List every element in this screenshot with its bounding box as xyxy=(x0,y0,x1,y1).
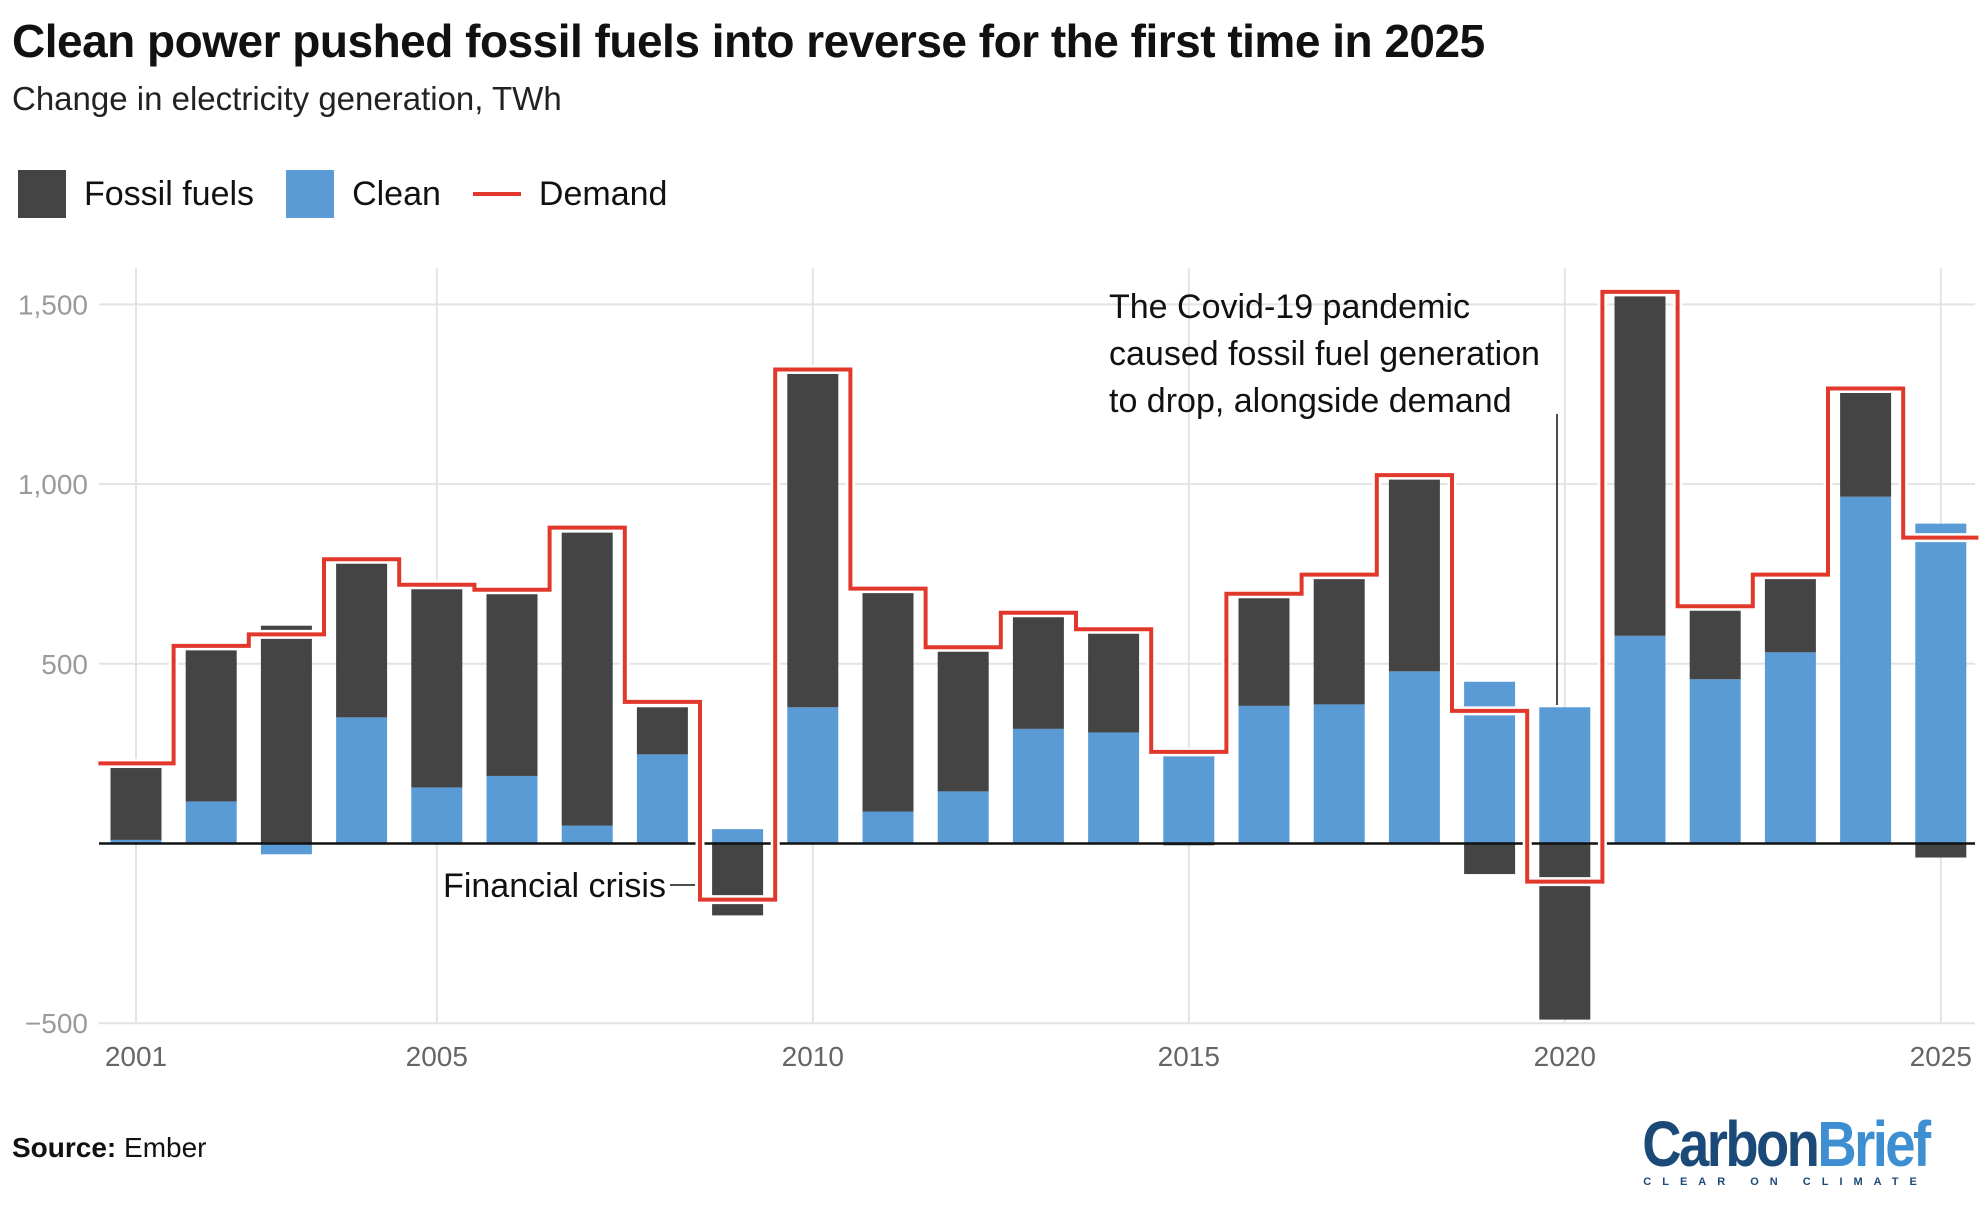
y-tick-label: 1,000 xyxy=(18,469,88,500)
legend-label-clean: Clean xyxy=(352,174,441,213)
logo-part2: Brief xyxy=(1817,1108,1932,1180)
fossil-bar xyxy=(1388,479,1440,672)
clean-bar xyxy=(260,843,312,855)
fossil-bar xyxy=(1915,843,1967,858)
clean-bar xyxy=(561,825,613,844)
logo-tagline: CLEAR ON CLIMATE xyxy=(1643,1176,1928,1188)
clean-bar xyxy=(1388,671,1440,844)
fossil-bar xyxy=(937,651,989,792)
chart-title: Clean power pushed fossil fuels into rev… xyxy=(12,15,1485,67)
x-tick-label: 2005 xyxy=(406,1041,468,1072)
clean-bar xyxy=(937,791,989,844)
fossil-bar xyxy=(636,707,688,755)
annotation-financial-crisis: Financial crisis xyxy=(443,867,666,905)
fossil-bar xyxy=(1012,616,1064,729)
x-tick-label: 2025 xyxy=(1910,1041,1972,1072)
logo-part1: Carbon xyxy=(1642,1108,1820,1180)
clean-bar xyxy=(185,801,237,844)
fossil-bar xyxy=(486,593,538,776)
carbonbrief-logo: CarbonBrief CLEAR ON CLIMATE xyxy=(1617,1112,1954,1188)
y-tick-label: 500 xyxy=(41,649,88,680)
clean-bar xyxy=(110,839,162,844)
x-tick-label: 2001 xyxy=(105,1041,167,1072)
clean-bar xyxy=(862,811,914,844)
fossil-bar xyxy=(110,768,162,840)
annotation-covid-line: to drop, alongside demand xyxy=(1109,382,1512,420)
fossil-bar xyxy=(561,532,613,826)
clean-bar xyxy=(1012,728,1064,844)
legend-label-demand: Demand xyxy=(538,174,668,213)
clean-bar xyxy=(1539,707,1591,844)
clean-bar xyxy=(712,829,764,844)
legend-swatch-fossil xyxy=(18,170,66,218)
annotation-covid-line: The Covid-19 pandemic xyxy=(1109,288,1470,326)
y-tick-label: 1,500 xyxy=(18,289,88,320)
source-value: Ember xyxy=(124,1132,207,1163)
fossil-bar xyxy=(1614,294,1666,636)
clean-bar xyxy=(336,717,388,844)
clean-bar xyxy=(486,775,538,844)
clean-bar xyxy=(1238,705,1290,844)
fossil-bar xyxy=(1689,610,1741,680)
fossil-bar xyxy=(787,371,839,708)
clean-bar xyxy=(1088,732,1140,844)
fossil-bar xyxy=(1840,392,1892,497)
fossil-bar xyxy=(411,588,463,788)
legend: Fossil fuels Clean Demand xyxy=(18,170,699,218)
fossil-bar xyxy=(1313,578,1365,705)
x-tick-label: 2020 xyxy=(1534,1041,1596,1072)
fossil-bar xyxy=(1464,843,1516,875)
legend-line-demand xyxy=(472,192,521,196)
chart-subtitle: Change in electricity generation, TWh xyxy=(12,80,562,117)
source-note: Source: Ember xyxy=(12,1132,207,1164)
demand-line xyxy=(98,289,1979,902)
fossil-bar xyxy=(1238,597,1290,706)
x-tick-label: 2015 xyxy=(1158,1041,1220,1072)
legend-label-fossil: Fossil fuels xyxy=(84,174,255,213)
clean-bar xyxy=(1163,755,1215,844)
fossil-bar xyxy=(1764,577,1816,653)
fossil-bar xyxy=(336,563,388,718)
x-tick-label: 2010 xyxy=(782,1041,844,1072)
fossil-bar xyxy=(712,843,764,916)
clean-bar xyxy=(1764,652,1816,844)
legend-item-demand: Demand xyxy=(472,174,668,214)
legend-swatch-clean xyxy=(286,170,335,218)
clean-bar xyxy=(1464,681,1516,844)
legend-item-fossil: Fossil fuels xyxy=(18,170,254,218)
clean-bar xyxy=(1840,496,1892,844)
annotation-covid-line: caused fossil fuel generation xyxy=(1109,335,1540,373)
fossil-bar xyxy=(185,649,237,802)
clean-bar xyxy=(1915,523,1967,844)
fossil-bar xyxy=(260,625,312,844)
y-tick-label: −500 xyxy=(25,1008,88,1039)
fossil-bar xyxy=(1539,843,1591,1020)
clean-bar xyxy=(1689,679,1741,844)
clean-bar xyxy=(1313,704,1365,844)
source-label: Source: xyxy=(12,1132,117,1163)
clean-bar xyxy=(636,754,688,844)
legend-item-clean: Clean xyxy=(286,170,441,218)
clean-bar xyxy=(411,787,463,844)
clean-bar xyxy=(787,707,839,844)
fossil-bar xyxy=(1088,633,1140,733)
clean-bar xyxy=(1614,635,1666,844)
fossil-bar xyxy=(862,592,914,812)
